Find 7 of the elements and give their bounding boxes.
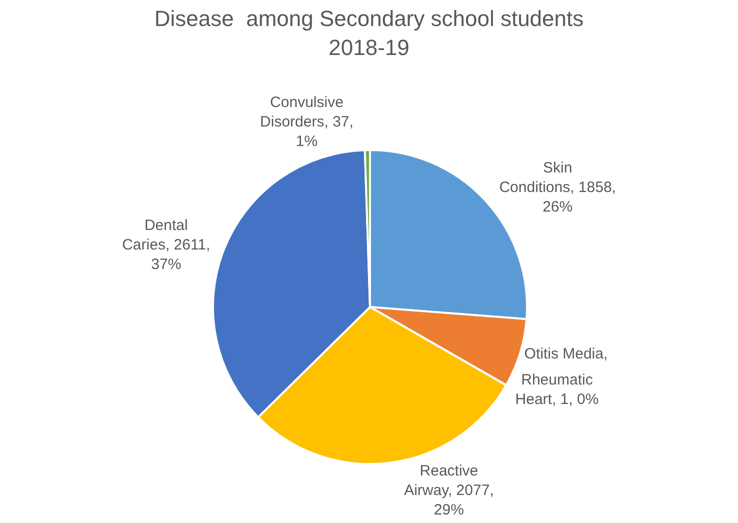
slice-label: Convulsive Disorders, 37, 1% [260, 94, 354, 150]
slice-label: Reactive Airway, 2077, 29% [404, 462, 494, 518]
slice-label: Dental Caries, 2611, 37% [122, 216, 210, 273]
slice-label: Rheumatic Heart, 1, 0% [515, 371, 599, 408]
slice-label: Skin Conditions, 1858, 26% [499, 159, 616, 216]
slice-label: Otitis Media, [524, 345, 608, 362]
chart-title: Disease among Secondary school students 2018-19 [154, 6, 584, 60]
